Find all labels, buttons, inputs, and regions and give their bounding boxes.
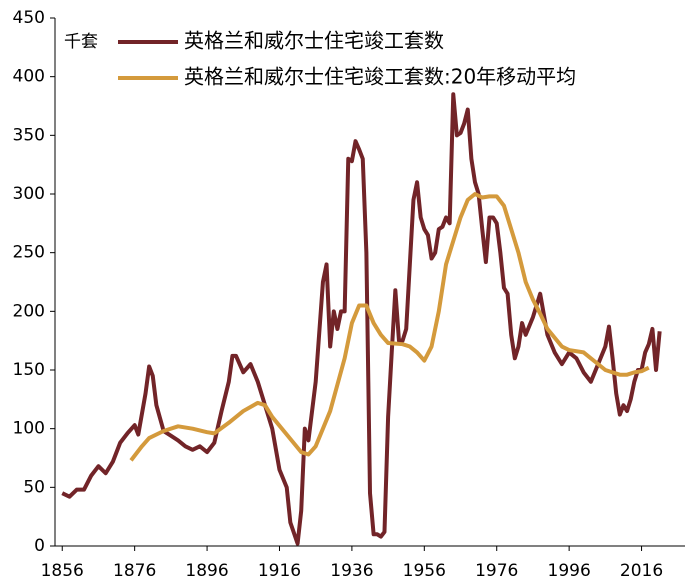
series-line — [61, 92, 662, 546]
y-tick-label: 0 — [34, 536, 45, 556]
y-tick-label: 50 — [23, 477, 45, 497]
y-tick-label: 450 — [13, 8, 45, 28]
y-tick-label: 350 — [13, 125, 45, 145]
legend-label: 英格兰和威尔士住宅竣工套数:20年移动平均 — [184, 65, 576, 89]
y-tick-label: 400 — [13, 67, 45, 87]
x-tick-label: 2016 — [620, 561, 663, 581]
x-tick-label: 1956 — [403, 561, 446, 581]
y-tick-label: 250 — [13, 243, 45, 263]
legend-label: 英格兰和威尔士住宅竣工套数 — [184, 29, 444, 53]
x-tick-label: 1976 — [475, 561, 518, 581]
unit-label: 千套 — [64, 32, 98, 52]
y-tick-label: 100 — [13, 419, 45, 439]
x-tick-label: 1896 — [185, 561, 228, 581]
y-tick-label: 150 — [13, 360, 45, 380]
x-tick-label: 1876 — [113, 561, 156, 581]
x-tick-label: 1996 — [548, 561, 591, 581]
x-tick-label: 1936 — [330, 561, 373, 581]
x-tick-label: 1916 — [258, 561, 301, 581]
y-tick-label: 300 — [13, 184, 45, 204]
series-line — [129, 192, 650, 462]
x-tick-label: 1856 — [41, 561, 84, 581]
y-tick-label: 200 — [13, 301, 45, 321]
